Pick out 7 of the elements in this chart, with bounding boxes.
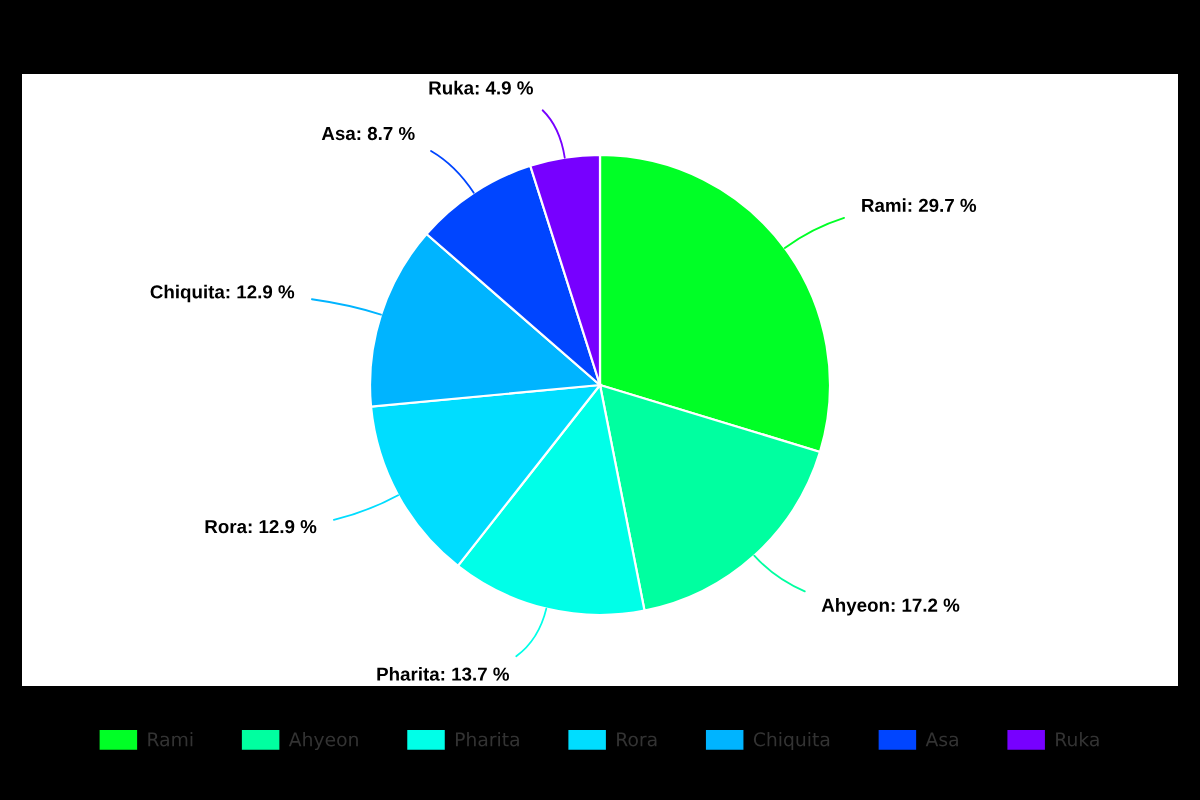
data-label: Ahyeon: 17.2 % — [821, 598, 960, 616]
data-label: Pharita: 13.7 % — [377, 667, 510, 681]
data-label: Chiquita: 12.9 % — [150, 284, 295, 303]
data-label: Rami: 29.7 % — [862, 198, 977, 213]
data-label: Asa: 8.7 % — [321, 126, 415, 141]
data-label: Ruka: 4.9 % — [429, 80, 533, 95]
data-label: Rora: 12.9 % — [205, 519, 317, 534]
